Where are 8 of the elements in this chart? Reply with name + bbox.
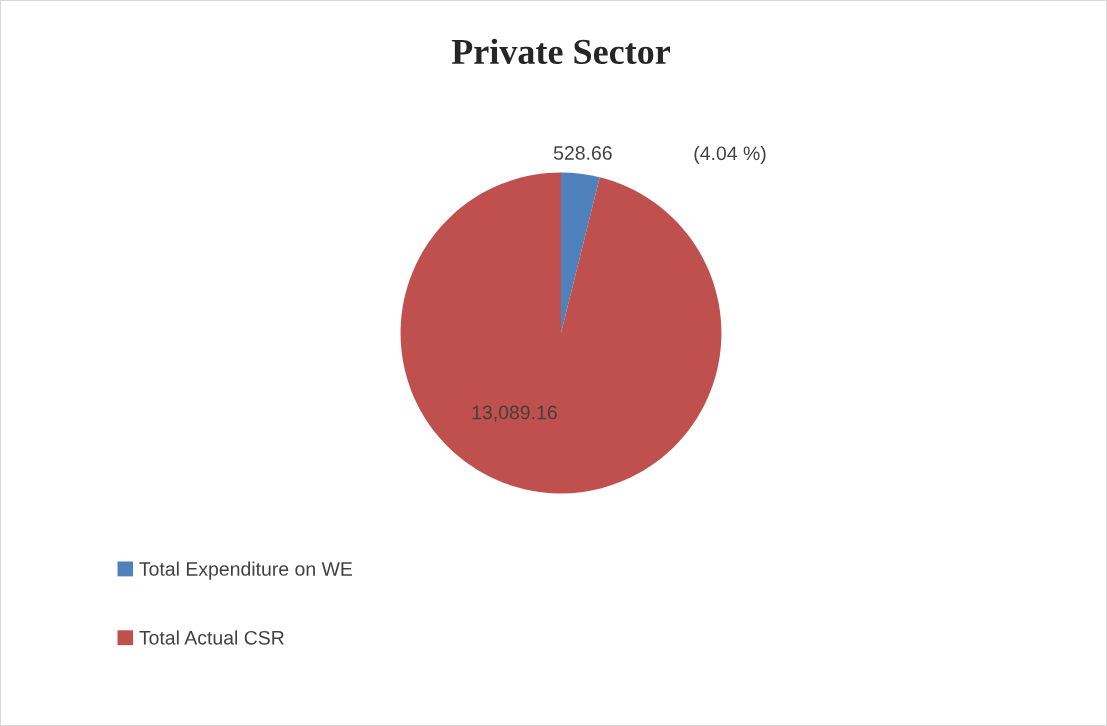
chart-title: Private Sector bbox=[451, 38, 670, 65]
data-label: 13,089.16 bbox=[472, 405, 557, 422]
pie-slice bbox=[561, 172, 600, 333]
text: (4.04 %) bbox=[694, 145, 766, 165]
legend-label: Total Actual CSR bbox=[139, 630, 284, 645]
legend-label: Total Expenditure on WE bbox=[139, 561, 353, 580]
data-label: 528.66 bbox=[553, 146, 612, 160]
pie-slice bbox=[400, 172, 722, 494]
